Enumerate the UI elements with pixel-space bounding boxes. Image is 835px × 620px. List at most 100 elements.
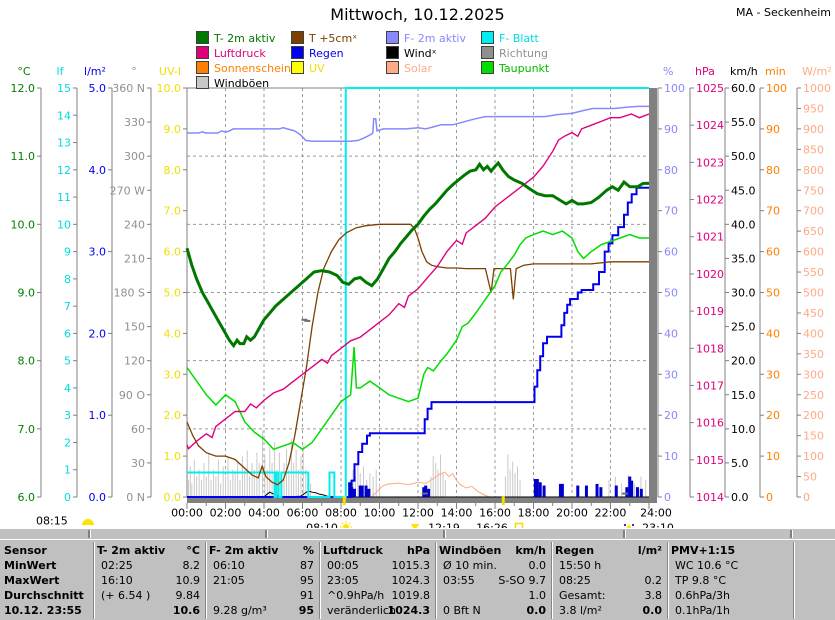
table-cell-value: 0.0 xyxy=(526,604,547,617)
weather-day-chart: 6.07.08.09.010.011.012.0°C01234567891011… xyxy=(11,65,832,535)
table-cell: 06:10 xyxy=(213,559,245,572)
table-divider xyxy=(667,542,669,619)
axis-tick-label: 8 xyxy=(64,273,71,286)
axis-tick-label: 7 xyxy=(64,300,71,313)
axis-tick-label: 90 xyxy=(664,123,678,136)
axis-tick-label: 3 xyxy=(64,409,71,422)
axis-tick-label: 25.0 xyxy=(731,321,756,334)
time-tick-label: 24:00 xyxy=(640,507,672,520)
table-divider xyxy=(551,542,553,619)
legend-label: Windˣ xyxy=(404,47,437,60)
axis-tick-label: 0 xyxy=(766,491,773,504)
axis-title-pct: % xyxy=(663,65,673,78)
table-col-title: F- 2m aktiv xyxy=(209,544,279,557)
axis-tick-label: 4.0 xyxy=(164,327,182,340)
axis-tick-label: 950 xyxy=(803,102,824,115)
axis-title-uv: UV-I xyxy=(159,65,181,78)
table-divider xyxy=(93,542,95,619)
axis-tick-label: 50 xyxy=(664,287,678,300)
axis-lm2: 0.0 1.0 2.0 3.0 4.0 5.0 l/m² xyxy=(84,65,113,504)
axis-title-tempC: °C xyxy=(17,65,31,78)
legend-swatch xyxy=(481,31,494,44)
axis-tick-label: 7.0 xyxy=(18,423,36,436)
axis-tick-label: 150 xyxy=(124,321,145,334)
table-divider xyxy=(319,542,321,619)
axis-tick-label: 9 xyxy=(64,246,71,259)
table-col-title: Windböen xyxy=(439,544,502,557)
table-col-title: PMV+1:15 xyxy=(671,544,736,557)
series-wind xyxy=(187,490,649,498)
axis-tick-label: 650 xyxy=(803,225,824,238)
legend-swatch xyxy=(481,46,494,59)
axis-tick-label: 850 xyxy=(803,143,824,156)
splitter-notch[interactable] xyxy=(443,530,446,538)
time-tick-label: 22:00 xyxy=(595,507,627,520)
series-taupunkt xyxy=(186,230,649,451)
legend-swatch xyxy=(196,31,209,44)
axis-tick-label: 2 xyxy=(64,436,71,449)
time-tick-label: 16:00 xyxy=(479,507,511,520)
legend-swatch xyxy=(196,61,209,74)
axis-tick-label: 1020 xyxy=(696,268,724,281)
axis-tick-label: 50 xyxy=(766,287,780,300)
axis-tick-label: 0.0 xyxy=(731,491,749,504)
table-cell: (+ 6.54 ) xyxy=(101,589,151,602)
axis-title-wm2: W/m² xyxy=(802,65,832,78)
axis-tick-label: 210 xyxy=(124,252,145,265)
legend-swatch xyxy=(386,46,399,59)
table-cell: 3.8 l/m² xyxy=(559,604,602,617)
axis-tick-label: 5.0 xyxy=(89,82,107,95)
axis-tick-label: 35.0 xyxy=(731,252,756,265)
axis-tick-label: 11.0 xyxy=(11,150,36,163)
axis-tick-label: 11 xyxy=(57,191,71,204)
axis-tick-label: 70 xyxy=(766,205,780,218)
series-regen-tagessumme xyxy=(187,186,649,498)
axis-tick-label: 0.0 xyxy=(164,491,182,504)
axis-tick-label: 30 xyxy=(131,457,145,470)
splitter-notch[interactable] xyxy=(790,530,793,538)
axis-pct: 0 10 20 30 40 50 60 70 80 90 100% xyxy=(657,65,685,504)
axis-kmh: 0.0 5.0 10.0 15.0 20.0 25.0 30.0 35.0 40.0 45.0 50… xyxy=(724,65,758,504)
table-cell: 0.6hPa/3h xyxy=(675,589,731,602)
axis-tick-label: 10.0 xyxy=(11,218,36,231)
axis-uv: 0.0 1.0 2.0 3.0 4.0 5.0 6.0 7.0 8.0 9.0 10.0 UV-I xyxy=(157,65,188,504)
axis-tick-label: 45.0 xyxy=(731,184,756,197)
legend-item-t-2m-aktiv: T- 2m aktiv xyxy=(196,31,275,45)
axis-tick-label: 2.0 xyxy=(164,409,182,422)
time-tick-label: 14:00 xyxy=(441,507,473,520)
legend-swatch xyxy=(386,61,399,74)
axis-tick-label: 270 W xyxy=(110,184,145,197)
table-cell: 9.28 g/m³ xyxy=(213,604,267,617)
time-tick-label: 06:00 xyxy=(287,507,319,520)
table-col-unit: km/h xyxy=(515,544,546,557)
splitter-notch[interactable] xyxy=(265,530,268,538)
axis-tick-label: 10 xyxy=(57,218,71,231)
axis-tick-label: 55.0 xyxy=(731,116,756,129)
splitter-notch[interactable] xyxy=(88,530,91,538)
axis-tick-label: 20 xyxy=(766,409,780,422)
axis-tick-label: 1017 xyxy=(696,379,724,392)
axis-tick-label: 5 xyxy=(64,355,71,368)
axis-min: 0 10 20 30 40 50 60 70 80 90 100 min xyxy=(759,65,787,504)
series-t-2m-aktiv xyxy=(185,160,649,349)
axis-tick-label: 1016 xyxy=(696,417,724,430)
legend-item-luftdruck: Luftdruck xyxy=(196,46,266,60)
legend-item-uv: UV xyxy=(291,61,325,75)
plot-gridlines xyxy=(187,88,649,497)
axis-tick-label: 1023 xyxy=(696,156,724,169)
legend-swatch xyxy=(481,61,494,74)
axis-tick-label: 350 xyxy=(803,348,824,361)
legend-label: F- Blatt xyxy=(499,32,539,45)
axis-tick-label: 30 xyxy=(766,368,780,381)
series-regen-bars xyxy=(348,476,643,497)
axis-tick-label: 12.0 xyxy=(11,82,36,95)
table-cell-value: 8.2 xyxy=(182,559,201,572)
legend-item-f-blatt: F- Blatt xyxy=(481,31,539,45)
axis-tick-label: 1.0 xyxy=(89,409,107,422)
table-row-label: Sensor xyxy=(4,544,47,557)
splitter-notch[interactable] xyxy=(623,530,626,538)
table-row-label: Durchschnitt xyxy=(4,589,84,602)
axis-tick-label: 6 xyxy=(64,327,71,340)
legend-swatch xyxy=(291,31,304,44)
